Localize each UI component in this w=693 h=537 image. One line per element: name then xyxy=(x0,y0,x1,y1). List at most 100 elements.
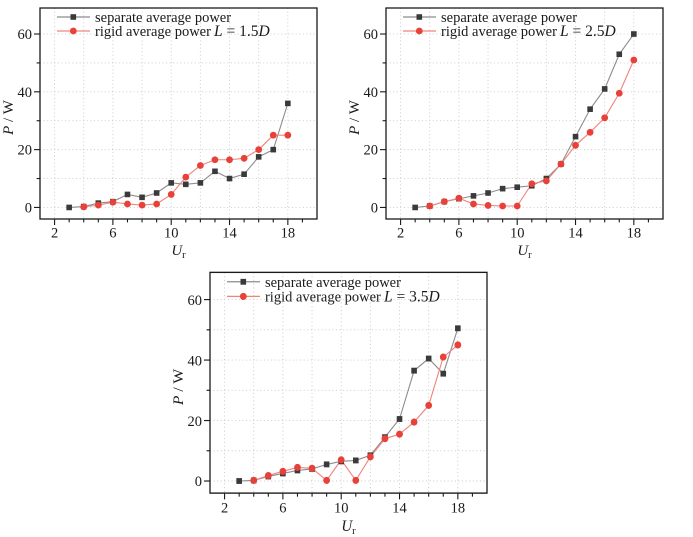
legend-item: rigid average power xyxy=(403,24,557,40)
data-point-separate xyxy=(616,51,623,58)
x-tick-label: 2 xyxy=(397,226,404,242)
legend-label: rigid average power xyxy=(441,24,557,40)
data-point-rigid xyxy=(337,456,345,464)
legend-square-marker-icon xyxy=(416,14,423,20)
x-axis-label: Ur xyxy=(517,243,532,260)
chart-panel-2: 2 6 10 14 18 0 20 40 60 Ur P / W separate average p… xyxy=(346,0,693,265)
data-point-separate xyxy=(572,133,579,140)
plot-frame xyxy=(385,7,664,220)
data-point-separate xyxy=(182,181,189,188)
y-tick-label: 40 xyxy=(364,85,379,101)
data-point-rigid xyxy=(109,198,117,206)
data-point-separate xyxy=(425,355,432,362)
data-point-rigid xyxy=(426,202,434,210)
y-tick-label: 20 xyxy=(18,143,33,159)
data-point-rigid xyxy=(226,156,233,164)
series-line-rigid xyxy=(83,134,288,208)
data-point-rigid xyxy=(182,173,190,181)
x-tick-label: 2 xyxy=(51,226,58,242)
y-tick-label: 40 xyxy=(188,353,202,369)
y-tick-label: 20 xyxy=(188,413,202,429)
data-point-separate xyxy=(485,190,491,196)
data-point-separate xyxy=(601,86,608,92)
chart-svg: 2 6 10 14 18 0 20 40 60 Ur P / W separate average p… xyxy=(347,7,664,261)
data-point-rigid xyxy=(381,435,389,443)
y-axis-label: P / W xyxy=(347,99,363,136)
data-point-rigid xyxy=(167,191,175,198)
data-point-separate xyxy=(226,175,233,182)
data-point-rigid xyxy=(308,464,316,472)
x-tick-label: 18 xyxy=(451,500,465,516)
data-point-rigid xyxy=(513,202,521,210)
data-point-rigid xyxy=(601,114,609,122)
data-point-separate xyxy=(212,168,218,175)
legend-label: separate average power xyxy=(95,10,231,26)
data-point-separate xyxy=(412,204,418,211)
data-point-separate xyxy=(153,190,160,196)
data-point-rigid xyxy=(630,56,638,64)
data-point-rigid xyxy=(425,401,433,409)
data-point-rigid xyxy=(352,476,360,484)
data-point-rigid xyxy=(557,160,565,168)
y-tick-label: 40 xyxy=(18,85,33,101)
data-point-separate xyxy=(323,461,330,468)
legend-square-marker-icon xyxy=(240,278,247,285)
data-point-rigid xyxy=(615,89,623,97)
chart-panel-1: 2 6 10 14 18 0 20 40 60 Ur P / W separate average p… xyxy=(0,0,347,265)
legend-circle-marker-icon xyxy=(239,292,247,300)
legend-item: rigid average power xyxy=(227,289,381,306)
data-point-rigid xyxy=(454,341,462,349)
data-point-separate xyxy=(139,194,145,201)
data-point-rigid xyxy=(240,154,248,162)
data-point-separate xyxy=(631,31,637,37)
legend-label: rigid average power xyxy=(95,24,211,40)
legend-label: rigid average power xyxy=(265,289,381,305)
data-point-rigid xyxy=(153,200,161,208)
legend-circle-marker-icon xyxy=(415,27,423,35)
data-point-rigid xyxy=(542,177,550,185)
data-point-rigid xyxy=(323,476,331,484)
data-point-separate xyxy=(411,367,417,374)
legend-square-marker-icon xyxy=(70,14,77,20)
y-tick-label: 60 xyxy=(18,27,33,43)
chart-panel-3: 2 6 10 14 18 0 20 40 60 Ur P / W separate average p… xyxy=(170,264,517,537)
data-point-separate xyxy=(168,180,175,186)
data-point-rigid xyxy=(269,131,277,139)
data-point-rigid xyxy=(528,180,536,188)
data-point-rigid xyxy=(211,156,219,164)
data-point-rigid xyxy=(499,202,507,210)
legend-label: separate average power xyxy=(265,275,401,291)
x-tick-label: 14 xyxy=(568,226,583,242)
y-tick-label: 60 xyxy=(188,293,202,309)
series-line-separate xyxy=(239,328,459,482)
data-point-separate xyxy=(440,370,447,377)
x-tick-label: 10 xyxy=(164,226,179,242)
x-axis-label: Ur xyxy=(171,243,186,260)
data-point-rigid xyxy=(455,194,463,202)
data-point-separate xyxy=(470,193,477,199)
data-point-rigid xyxy=(439,353,447,361)
chart-svg: 2 6 10 14 18 0 20 40 60 Ur P / W separate average p… xyxy=(1,7,318,261)
data-point-separate xyxy=(587,106,593,112)
data-point-separate xyxy=(255,154,262,160)
data-point-separate xyxy=(241,171,247,177)
x-tick-label: 18 xyxy=(281,226,296,242)
y-axis-label: P / W xyxy=(1,99,17,136)
legend-label: separate average power xyxy=(441,10,577,26)
data-point-rigid xyxy=(410,418,418,426)
y-tick-label: 0 xyxy=(25,200,32,216)
data-point-rigid xyxy=(94,201,102,209)
legend-item: separate average power xyxy=(57,10,231,26)
y-axis-label: P / W xyxy=(170,368,187,406)
data-point-separate xyxy=(499,185,506,192)
y-tick-label: 0 xyxy=(195,474,202,490)
data-point-separate xyxy=(197,180,204,186)
data-point-rigid xyxy=(572,141,579,149)
data-point-rigid xyxy=(284,131,292,139)
data-point-separate xyxy=(455,325,461,332)
data-point-rigid xyxy=(264,472,272,480)
data-point-rigid xyxy=(250,476,258,484)
x-tick-label: 14 xyxy=(392,500,407,516)
plot-frame xyxy=(209,271,488,494)
data-point-separate xyxy=(270,146,277,153)
